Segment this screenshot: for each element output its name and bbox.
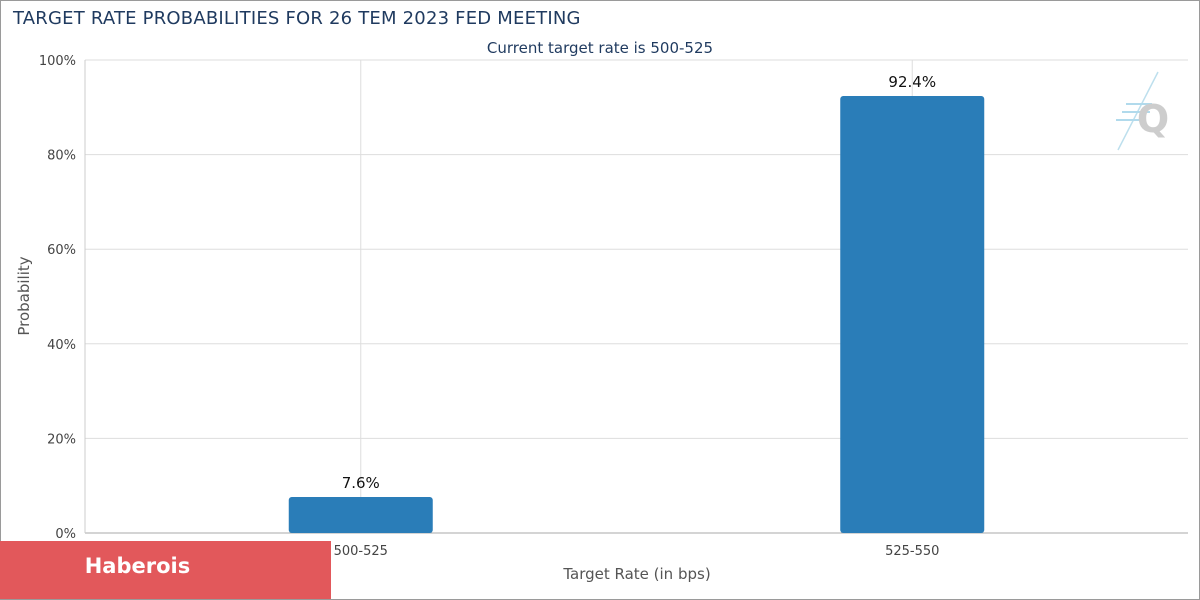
y-tick-label: 80% <box>47 149 76 164</box>
data-label: 92.4% <box>888 73 936 91</box>
y-axis-label: Probability <box>15 256 33 335</box>
y-tick-label: 20% <box>47 432 76 447</box>
data-label: 7.6% <box>342 474 380 492</box>
bar-500-525 <box>288 497 433 533</box>
x-tick-label: 525-550 <box>885 544 939 559</box>
grid-layer <box>84 59 1188 534</box>
x-tick-label: 500-525 <box>334 544 388 559</box>
svg-text:Q: Q <box>1137 97 1169 141</box>
y-tick-label: 40% <box>47 338 76 353</box>
x-axis-label: Target Rate (in bps) <box>562 565 710 583</box>
bar-525-550 <box>840 95 985 533</box>
chart-subtitle: Current target rate is 500-525 <box>486 39 714 57</box>
bars-layer <box>288 95 985 533</box>
y-tick-label: 60% <box>47 243 76 258</box>
q-logo-icon: Q <box>1116 71 1169 151</box>
y-tick-label: 0% <box>55 527 76 542</box>
y-tick-label: 100% <box>39 54 76 69</box>
badge-label: Haberois <box>84 554 191 578</box>
chart-title: TARGET RATE PROBABILITIES FOR 26 TEM 202… <box>13 8 581 29</box>
source-badge: Haberois <box>0 541 331 599</box>
labels-layer: 0% 20% 40% 60% 80% 100% 7.6% 500-525 92.4% 525-55… <box>39 54 940 559</box>
